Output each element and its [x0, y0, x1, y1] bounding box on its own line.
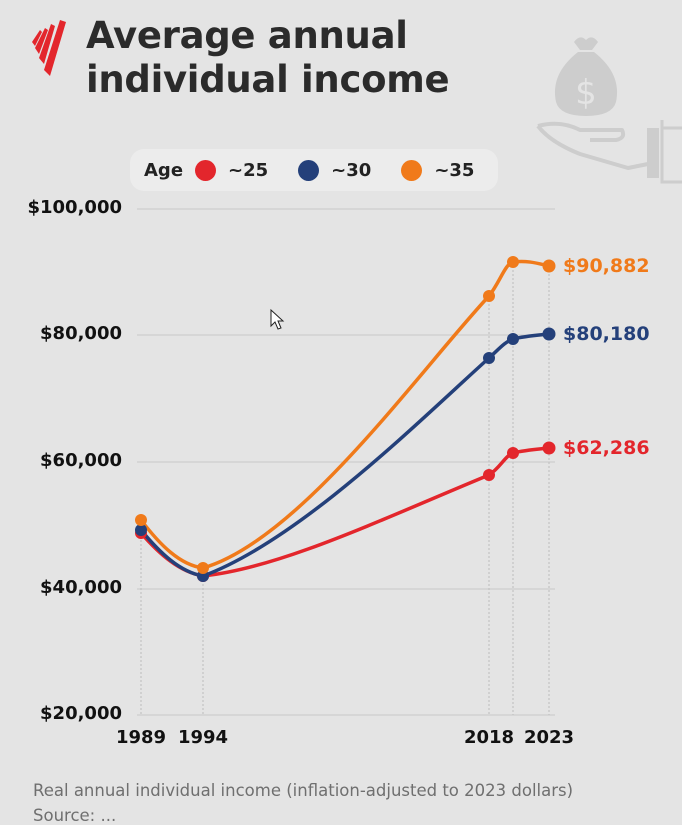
series-points-age-30	[135, 327, 556, 582]
sbs-logo-icon	[32, 20, 66, 76]
y-tick-100000: $100,000	[27, 197, 122, 218]
y-tick-20000: $20,000	[40, 703, 122, 724]
series-points-age-35	[135, 256, 556, 574]
svg-text:$: $	[575, 73, 597, 113]
legend-dot-red-icon	[195, 159, 217, 181]
legend-item-age-35[interactable]: ~35	[401, 159, 475, 181]
chart-legend: Age ~25 ~30 ~35	[130, 149, 498, 191]
series-line-age-35	[139, 259, 551, 570]
title-line-2: individual income	[86, 58, 450, 101]
x-tick-1994: 1994	[177, 727, 229, 748]
end-label-age-25: $62,286	[563, 437, 650, 459]
chart-source: Source: ...	[33, 806, 117, 825]
end-label-age-30: $80,180	[563, 323, 650, 345]
chart-title: Average annual individual income	[86, 14, 450, 102]
series-line-age-25	[139, 446, 551, 578]
legend-item-age-25[interactable]: ~25	[195, 159, 269, 181]
x-tick-2018: 2018	[463, 727, 515, 748]
x-tick-2023: 2023	[523, 727, 575, 748]
y-tick-80000: $80,000	[40, 323, 122, 344]
x-tick-1989: 1989	[115, 727, 167, 748]
legend-label: ~35	[434, 159, 475, 181]
legend-title: Age	[144, 159, 184, 181]
legend-label: ~25	[228, 159, 269, 181]
title-line-1: Average annual	[86, 14, 408, 57]
series-line-age-30	[139, 332, 551, 578]
mouse-cursor-icon	[270, 308, 285, 330]
legend-label: ~30	[331, 159, 372, 181]
money-bag-in-hand-icon: $	[536, 37, 682, 184]
vertical-guides	[140, 262, 550, 715]
end-label-age-35: $90,882	[563, 255, 650, 277]
horizontal-gridlines	[137, 208, 555, 716]
y-tick-60000: $60,000	[40, 450, 122, 471]
legend-item-age-30[interactable]: ~30	[298, 159, 372, 181]
legend-dot-navy-icon	[298, 159, 320, 181]
chart-caption: Real annual individual income (inflation…	[33, 781, 574, 800]
y-tick-40000: $40,000	[40, 577, 122, 598]
legend-dot-orange-icon	[401, 159, 423, 181]
